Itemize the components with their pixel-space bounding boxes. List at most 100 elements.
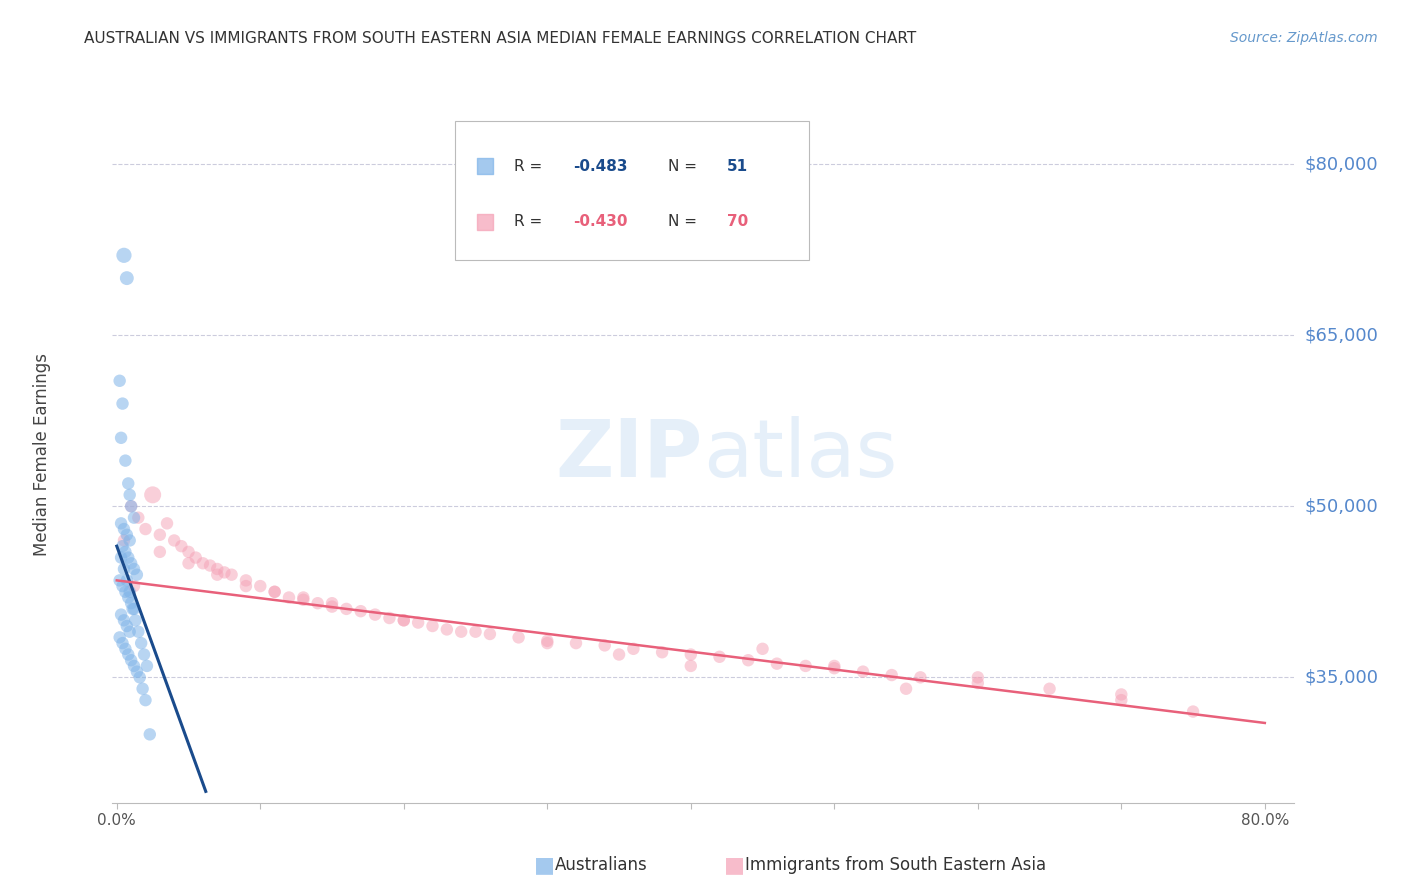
Point [139,727,162,741]
Point [766,657,789,671]
Point [111,579,134,593]
Text: $65,000: $65,000 [1305,326,1378,344]
Point [120,500,142,514]
Point [170,539,193,553]
Text: R =: R = [515,214,547,229]
Point [122,562,145,576]
Point [114,641,136,656]
Point [118,488,141,502]
Point [177,556,200,570]
Point [156,516,179,531]
Point [135,659,157,673]
Point [607,648,630,662]
Point [118,533,141,548]
Point [823,659,845,673]
Point [207,567,229,582]
Point [114,584,136,599]
Point [122,579,145,593]
Point [120,653,142,667]
Point [235,574,257,588]
Point [263,584,285,599]
Point [134,693,156,707]
Point [422,619,444,633]
Point [321,599,343,614]
Text: -0.430: -0.430 [574,214,627,229]
Point [129,636,152,650]
Point [436,623,458,637]
Point [111,396,134,410]
Point [120,556,142,570]
Text: Immigrants from South Eastern Asia: Immigrants from South Eastern Asia [745,856,1046,874]
Point [120,596,142,610]
Point [249,579,271,593]
Point [132,648,155,662]
Point [118,624,141,639]
Point [235,579,257,593]
Point [112,522,135,536]
Point [125,567,148,582]
Text: ZIP: ZIP [555,416,703,494]
Point [406,615,429,630]
Point [214,566,236,580]
Point [149,528,172,542]
Point [207,562,229,576]
Text: AUSTRALIAN VS IMMIGRANTS FROM SOUTH EASTERN ASIA MEDIAN FEMALE EARNINGS CORRELAT: AUSTRALIAN VS IMMIGRANTS FROM SOUTH EAST… [84,31,917,46]
Point [966,670,988,684]
Point [321,596,343,610]
Point [128,670,150,684]
Point [125,665,148,679]
Point [142,488,165,502]
Text: atlas: atlas [703,416,897,494]
Point [115,528,138,542]
Point [112,248,135,262]
Point [122,510,145,524]
Point [536,636,558,650]
Point [110,550,132,565]
Point [118,584,141,599]
Point [852,665,875,679]
Point [966,676,988,690]
Text: ■: ■ [724,855,745,875]
Point [112,613,135,627]
Point [112,533,135,548]
Point [117,550,139,565]
Point [111,539,134,553]
Point [108,574,131,588]
FancyBboxPatch shape [456,121,810,260]
Point [110,431,132,445]
Point [1038,681,1060,696]
Text: ■: ■ [534,855,555,875]
Point [117,476,139,491]
Text: $50,000: $50,000 [1305,497,1378,516]
Point [108,374,131,388]
Point [593,639,616,653]
Point [122,602,145,616]
Point [392,613,415,627]
Text: 51: 51 [727,159,748,174]
Point [350,604,373,618]
Point [163,533,186,548]
Text: -0.483: -0.483 [574,159,627,174]
Point [115,619,138,633]
Point [149,545,172,559]
Point [292,591,315,605]
Point [115,574,138,588]
Point [737,653,759,667]
Point [536,633,558,648]
Text: $35,000: $35,000 [1305,668,1379,686]
Point [307,596,329,610]
Point [221,567,243,582]
Text: $80,000: $80,000 [1305,155,1378,173]
Point [115,271,138,285]
Point [191,556,214,570]
Point [679,648,702,662]
Point [112,562,135,576]
Point [121,602,143,616]
Point [478,627,501,641]
Point [177,545,200,559]
Point [127,624,149,639]
Point [364,607,387,622]
Point [880,668,903,682]
Point [278,591,301,605]
Point [894,681,917,696]
